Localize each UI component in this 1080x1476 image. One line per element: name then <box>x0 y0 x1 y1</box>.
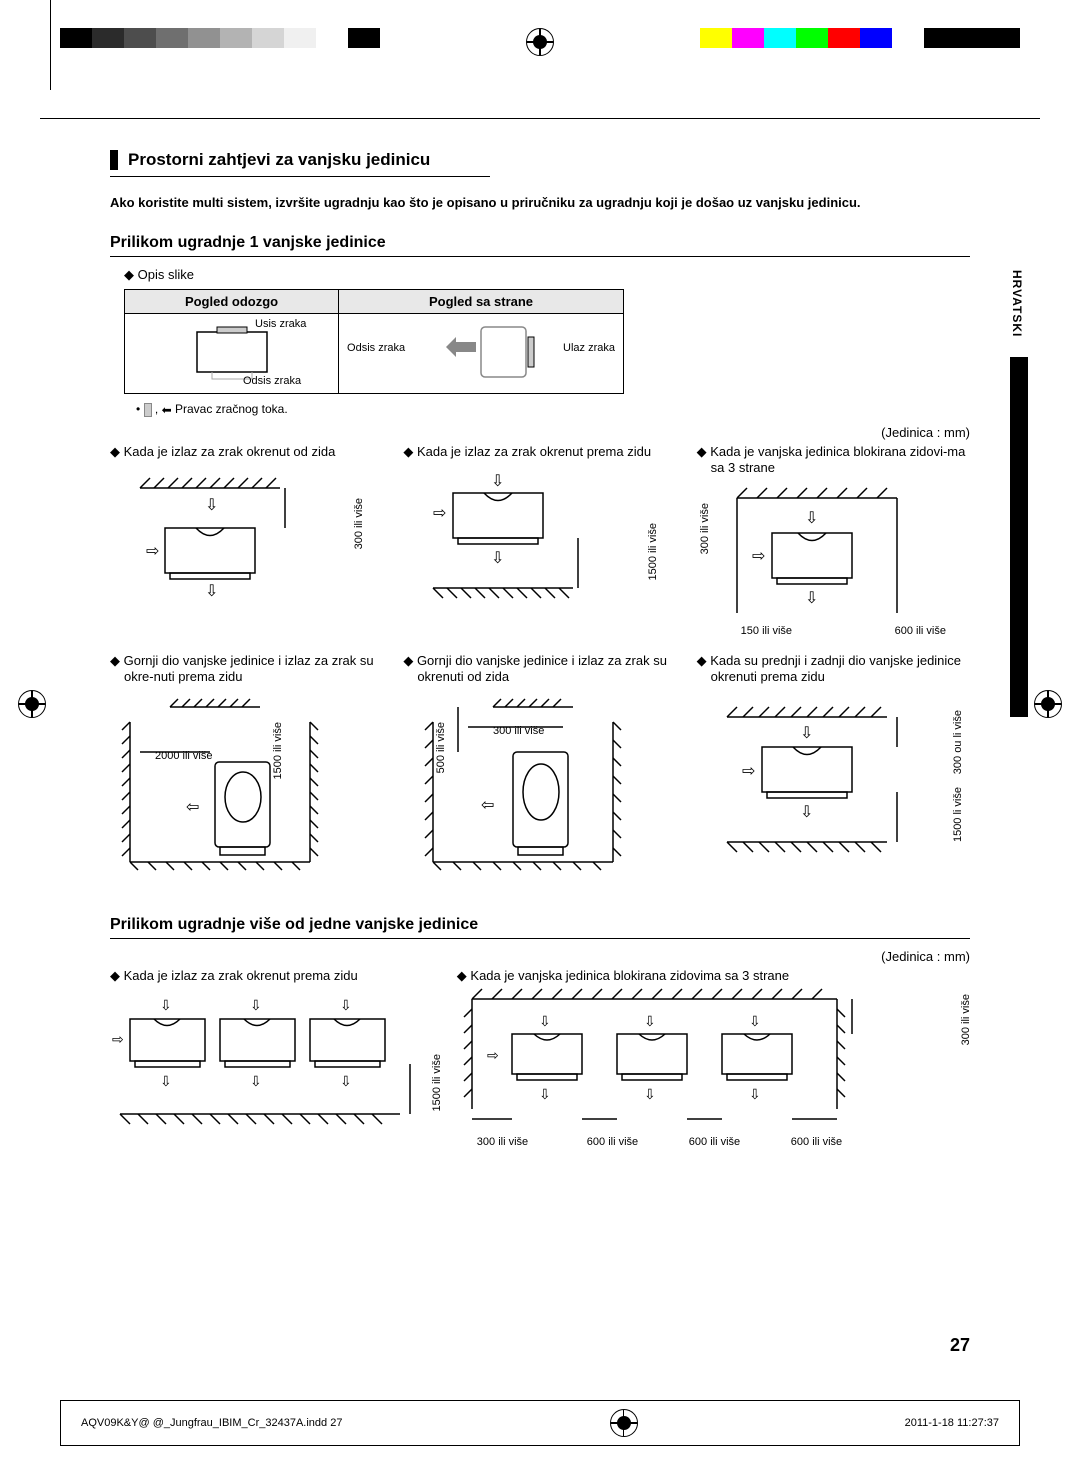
ulaz-label: Ulaz zraka <box>563 342 615 354</box>
diagram-1: ⇩ ⇨ ⇩ 300 ili više <box>110 468 383 618</box>
diagram-2: ⇩ ⇨ ⇩ 1500 ili više <box>403 468 676 618</box>
th-top-view: Pogled odozgo <box>125 290 339 314</box>
registration-mark <box>526 28 554 56</box>
registration-mark <box>18 690 46 718</box>
dim-label: 600 ili više <box>587 1136 638 1148</box>
language-label: HRVATSKI <box>1010 270 1024 337</box>
svg-text:⇩: ⇩ <box>800 725 813 742</box>
svg-text:⇨: ⇨ <box>742 763 755 780</box>
svg-text:⇩: ⇩ <box>644 1086 656 1102</box>
page-content: Prostorni zahtjevi za vanjsku jedinicu A… <box>110 150 970 1326</box>
footer-file: AQV09K&Y@ @_Jungfrau_IBIM_Cr_32437A.indd… <box>81 1417 342 1429</box>
svg-text:⇨: ⇨ <box>112 1031 124 1047</box>
odsis-label: Odsis zraka <box>243 375 301 387</box>
svg-text:⇩: ⇩ <box>805 590 818 607</box>
registration-mark <box>1034 690 1062 718</box>
case-label: ◆ Kada je izlaz za zrak okrenut prema zi… <box>110 968 437 984</box>
svg-text:⇩: ⇩ <box>250 1073 262 1089</box>
unit-label-1: (Jedinica : mm) <box>110 425 970 440</box>
diagram-7: ⇩⇩⇩ ⇨ ⇩⇩⇩ 1500 ili više <box>110 984 437 1144</box>
th-side-view: Pogled sa strane <box>339 290 624 314</box>
dim-label: 300 ili više <box>960 994 972 1045</box>
odsis-label-2: Odsis zraka <box>347 342 405 354</box>
case-label: Kada je izlaz za zrak okrenut prema zidu <box>403 444 676 460</box>
svg-text:⇩: ⇩ <box>644 1013 656 1029</box>
svg-text:⇩: ⇩ <box>160 1073 172 1089</box>
svg-text:⇩: ⇩ <box>805 510 818 527</box>
dim-label: 300 ili više <box>353 498 365 549</box>
svg-text:⇩: ⇩ <box>340 1073 352 1089</box>
diagram-4: 2000 ili više ⇦ 1500 ili više <box>110 692 383 872</box>
page-number: 27 <box>950 1335 970 1356</box>
section-title: Prostorni zahtjevi za vanjsku jedinicu <box>110 150 490 170</box>
dim-label: 1500 ili više <box>647 523 659 580</box>
usis-label: Usis zraka <box>255 318 306 330</box>
svg-text:⇩: ⇩ <box>491 550 504 567</box>
svg-text:⇦: ⇦ <box>186 799 199 816</box>
svg-text:⇩: ⇩ <box>749 1013 761 1029</box>
case-label: Kada je vanjska jedinica blokirana zidov… <box>697 444 970 475</box>
view-table: Pogled odozgo Pogled sa strane Usis zrak… <box>124 289 624 394</box>
dim-label: 300 ili više <box>699 503 711 554</box>
dim-label: 150 ili više <box>741 625 792 637</box>
registration-mark <box>610 1409 638 1437</box>
svg-text:⇨: ⇨ <box>487 1047 499 1063</box>
opis-slike-label: Opis slike <box>124 267 970 283</box>
dim-label: 600 ili više <box>895 625 946 637</box>
diagram-8: ⇩ ⇩ ⇩ ⇨ ⇩ ⇩ ⇩ 300 ili više 300 ili više 600 … <box>457 984 970 1154</box>
side-view-cell: Odsis zraka Ulaz zraka <box>339 314 624 394</box>
svg-text:⇩: ⇩ <box>491 473 504 490</box>
diagram-row-3: ◆ Kada je izlaz za zrak okrenut prema zi… <box>110 968 970 1154</box>
dim-label: 300 ou li više <box>952 710 964 774</box>
crop-mark <box>40 118 1040 119</box>
svg-text:⇩: ⇩ <box>539 1086 551 1102</box>
svg-text:⇩: ⇩ <box>205 583 218 600</box>
diagram-6: ⇩ ⇨ ⇩ 300 ou li više 1500 li više <box>697 692 970 872</box>
svg-text:⇩: ⇩ <box>160 997 172 1013</box>
dim-label: 300 ili više <box>493 725 544 737</box>
svg-text:⇩: ⇩ <box>539 1013 551 1029</box>
svg-text:⇩: ⇩ <box>749 1086 761 1102</box>
dim-label: 600 ili više <box>791 1136 842 1148</box>
dim-label: 1500 li više <box>952 787 964 842</box>
svg-text:⇨: ⇨ <box>433 505 446 522</box>
top-view-cell: Usis zraka Odsis zraka <box>125 314 339 394</box>
dim-label: 600 ili više <box>689 1136 740 1148</box>
svg-text:⇩: ⇩ <box>250 997 262 1013</box>
subheading-1: Prilikom ugradnje 1 vanjske jedinice <box>110 234 970 257</box>
subheading-2: Prilikom ugradnje više od jedne vanjske … <box>110 916 970 939</box>
legend-text: Pravac zračnog toka. <box>175 402 288 416</box>
dim-label: 500 ili više <box>435 722 447 773</box>
diagram-3: ⇩ ⇨ ⇩ 300 ili više 150 ili više 600 ili … <box>697 483 970 633</box>
crop-mark <box>50 0 51 90</box>
footer-date: 2011-1-18 11:27:37 <box>905 1417 999 1429</box>
dim-label: 300 ili više <box>477 1136 528 1148</box>
diagram-row-1: Kada je izlaz za zrak okrenut od zida ⇩ … <box>110 444 970 633</box>
case-label: Kada je izlaz za zrak okrenut od zida <box>110 444 383 460</box>
airflow-legend: • , ⬅ Pravac zračnog toka. <box>136 402 970 417</box>
svg-text:⇦: ⇦ <box>481 797 494 814</box>
diagram-row-2: Gornji dio vanjske jedinice i izlaz za z… <box>110 653 970 872</box>
unit-label-2: (Jedinica : mm) <box>110 949 970 964</box>
svg-text:⇩: ⇩ <box>340 997 352 1013</box>
case-label: ◆ Kada je vanjska jedinica blokirana zid… <box>457 968 970 984</box>
dim-label: 2000 ili više <box>155 750 212 762</box>
case-label: Gornji dio vanjske jedinice i izlaz za z… <box>403 653 676 684</box>
svg-text:⇩: ⇩ <box>205 497 218 514</box>
dim-label: 1500 ili više <box>431 1054 443 1111</box>
diagram-5: 300 ili više ⇦ 500 ili više <box>403 692 676 872</box>
language-tab: HRVATSKI <box>1010 270 1030 750</box>
dim-label: 1500 ili više <box>272 722 284 779</box>
svg-text:⇨: ⇨ <box>146 543 159 560</box>
multi-system-note: Ako koristite multi sistem, izvršite ugr… <box>110 195 970 210</box>
case-label: Gornji dio vanjske jedinice i izlaz za z… <box>110 653 383 684</box>
print-footer: AQV09K&Y@ @_Jungfrau_IBIM_Cr_32437A.indd… <box>60 1400 1020 1446</box>
svg-text:⇨: ⇨ <box>752 548 765 565</box>
case-label: Kada su prednji i zadnji dio vanjske jed… <box>697 653 970 684</box>
svg-text:⇩: ⇩ <box>800 804 813 821</box>
